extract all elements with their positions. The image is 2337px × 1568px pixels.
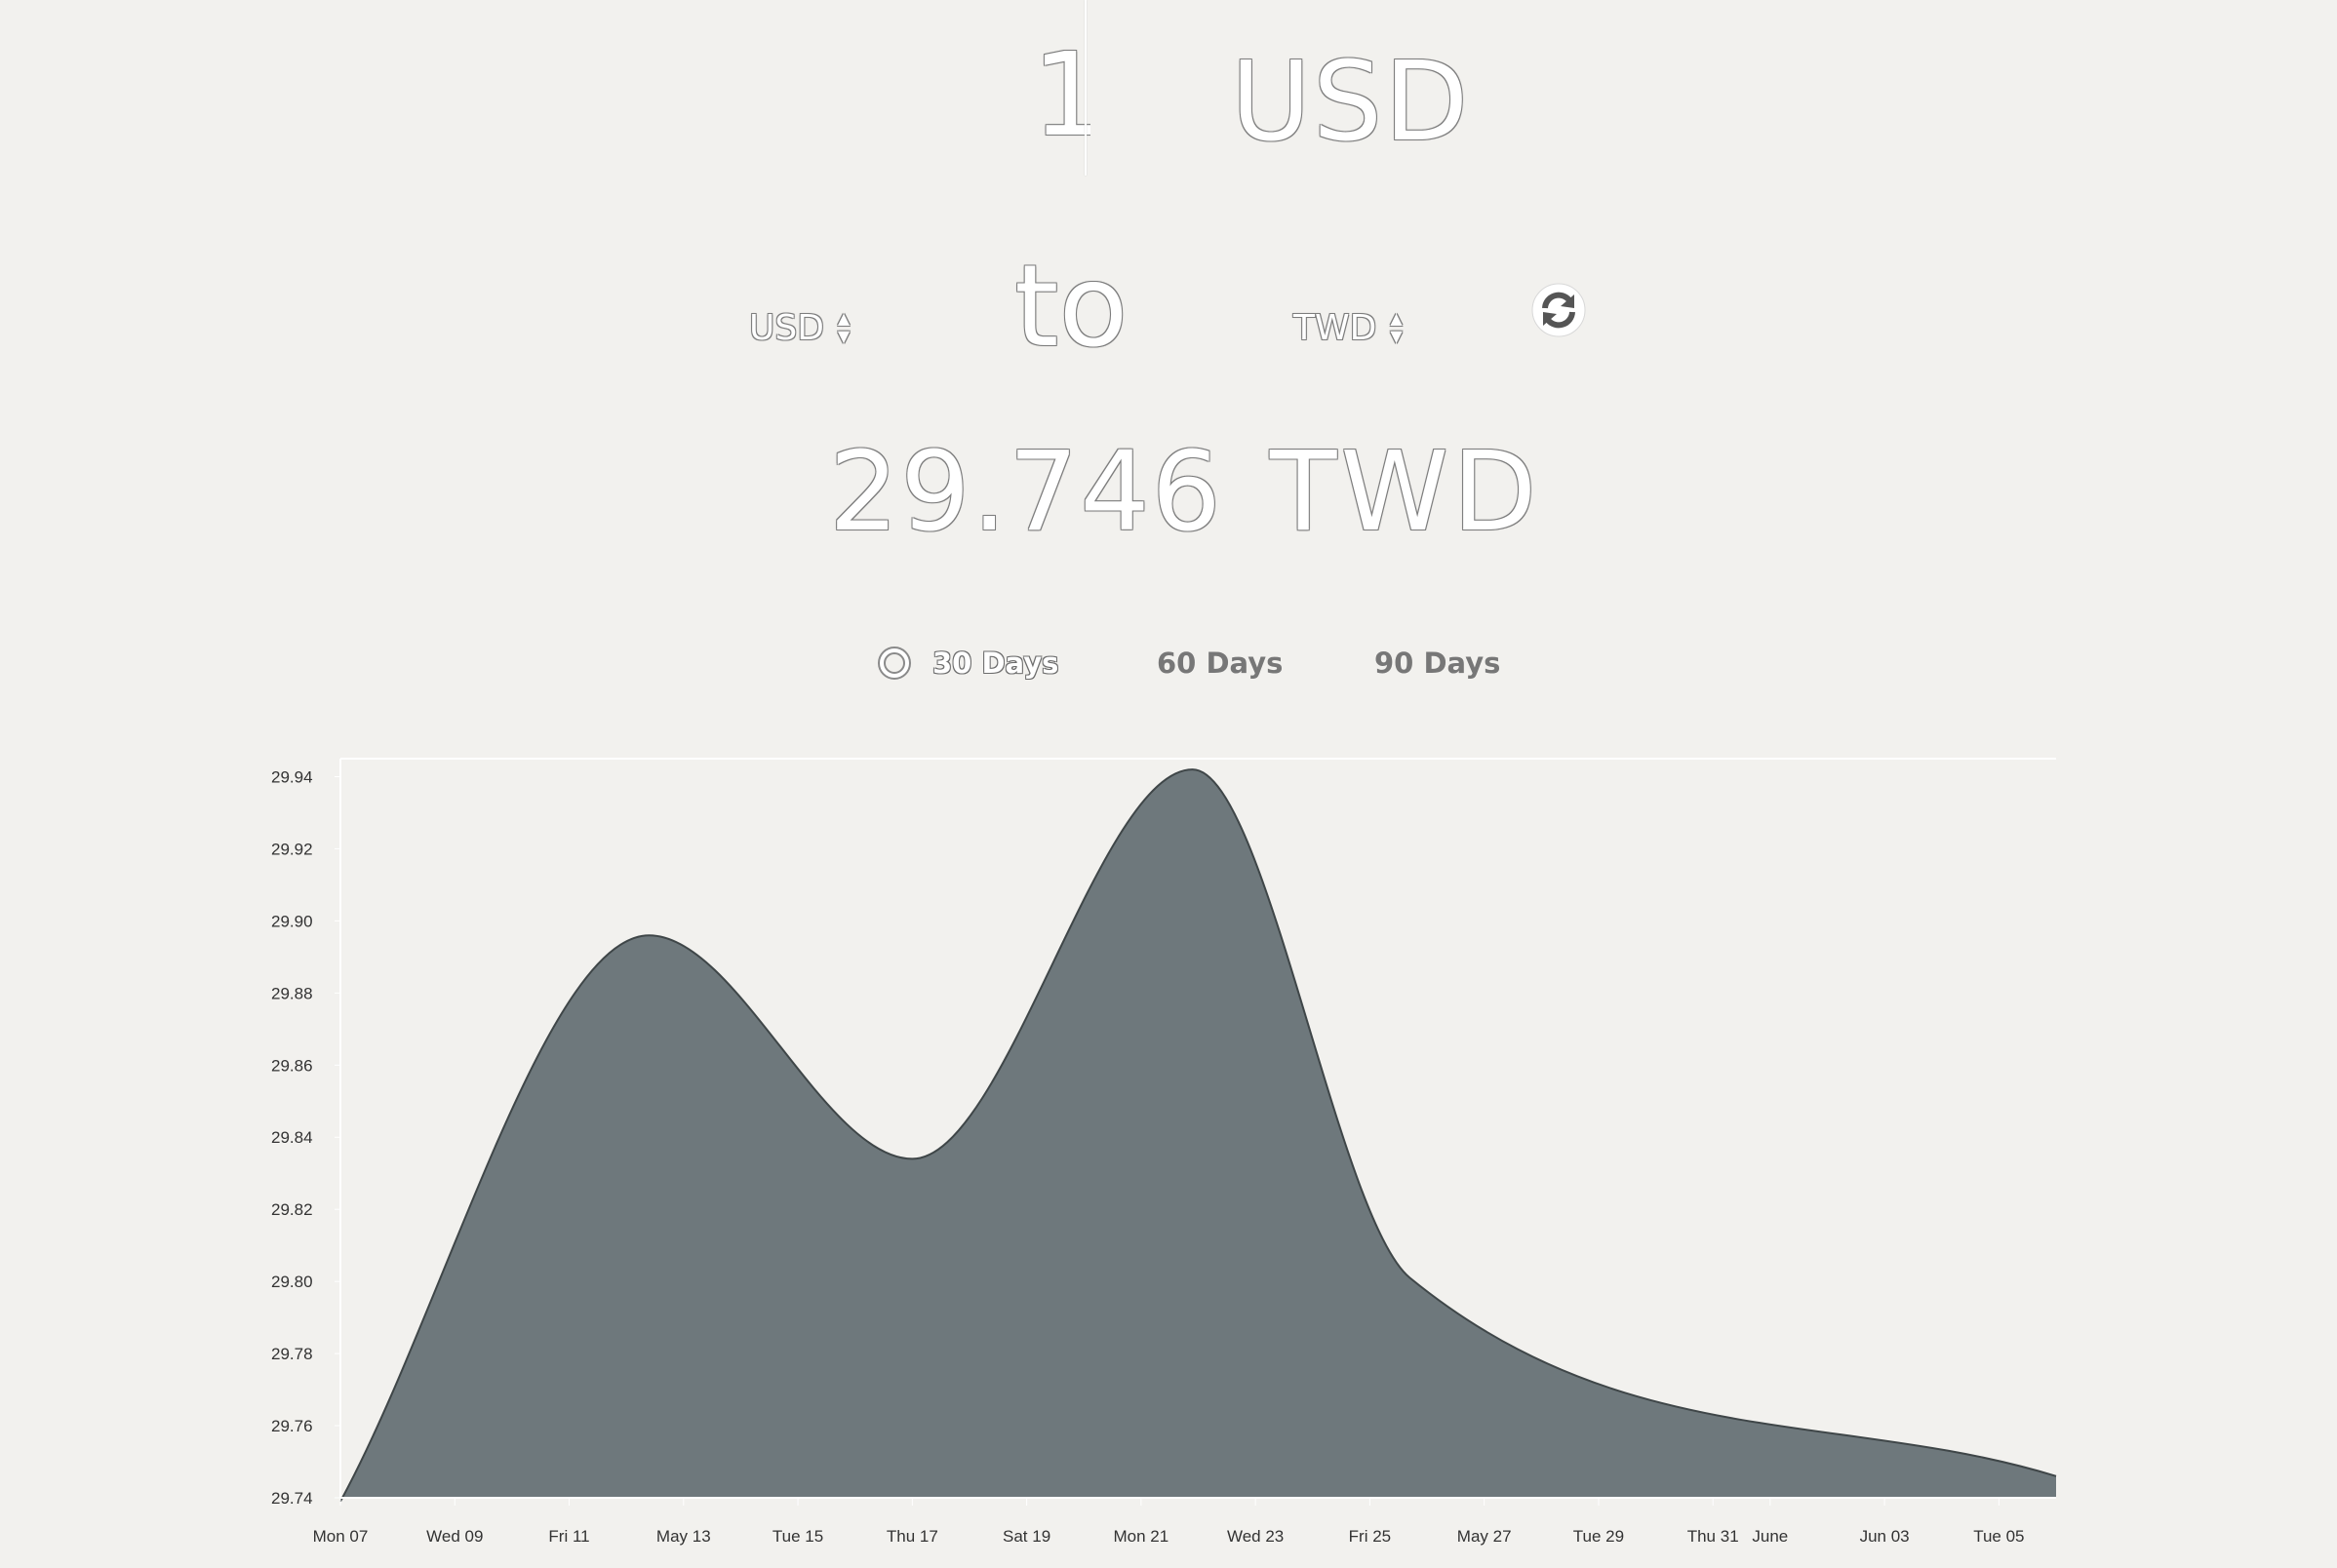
to-currency-value: TWD — [1293, 307, 1377, 348]
range-60-days[interactable]: 60 Days — [1157, 634, 1283, 692]
to-label: to — [1014, 241, 1129, 372]
x-tick-label: Fri 11 — [548, 1527, 589, 1546]
to-currency-select[interactable]: TWD ▲ ▼ — [1293, 298, 1403, 357]
range-selector: 30 Days 60 Days 90 Days — [0, 634, 2337, 692]
range-label: 60 Days — [1157, 647, 1284, 680]
x-tick-label: Tue 05 — [1973, 1527, 2024, 1546]
y-tick-label: 29.76 — [271, 1417, 313, 1435]
x-tick-label: Mon 21 — [1114, 1527, 1169, 1546]
y-tick-label: 29.94 — [271, 767, 313, 786]
range-90-days[interactable]: 90 Days — [1374, 634, 1500, 692]
y-tick-label: 29.90 — [271, 912, 313, 930]
range-label: 90 Days — [1374, 647, 1501, 680]
swap-currencies-button[interactable] — [1527, 279, 1590, 341]
x-tick-label: Thu 31 — [1687, 1527, 1739, 1546]
x-tick-label: Jun 03 — [1860, 1527, 1910, 1546]
y-tick-label: 29.88 — [271, 984, 313, 1002]
y-tick-label: 29.84 — [271, 1128, 313, 1147]
x-tick-label: Fri 25 — [1349, 1527, 1391, 1546]
up-down-arrows-icon: ▲ ▼ — [837, 309, 851, 345]
y-tick-label: 29.92 — [271, 840, 313, 858]
x-tick-label: Mon 07 — [313, 1527, 369, 1546]
result-value: 29.746 — [829, 429, 1223, 556]
x-tick-label: June — [1752, 1527, 1788, 1546]
x-tick-label: May 27 — [1457, 1527, 1512, 1546]
range-30-days[interactable]: 30 Days — [878, 634, 1058, 692]
y-tick-label: 29.74 — [271, 1489, 313, 1508]
x-tick-label: Sat 19 — [1003, 1527, 1050, 1546]
radio-selected-icon[interactable] — [878, 647, 911, 680]
y-tick-label: 29.80 — [271, 1273, 313, 1291]
x-tick-label: Tue 29 — [1573, 1527, 1624, 1546]
y-tick-label: 29.78 — [271, 1345, 313, 1363]
text-caret — [1085, 0, 1087, 176]
x-tick-label: May 13 — [656, 1527, 711, 1546]
amount-currency-label: USD — [1231, 39, 1471, 166]
up-down-arrows-icon: ▲ ▼ — [1390, 309, 1403, 345]
range-label: 30 Days — [932, 647, 1059, 680]
x-tick-label: Wed 23 — [1227, 1527, 1284, 1546]
from-currency-select[interactable]: USD ▲ ▼ — [749, 298, 850, 357]
amount-input[interactable] — [1032, 21, 1090, 168]
result-currency-label: TWD — [1270, 429, 1541, 556]
rate-line — [339, 768, 2057, 1503]
y-tick-label: 29.82 — [271, 1200, 313, 1219]
rate-area-fill — [340, 769, 2056, 1502]
y-tick-label: 29.86 — [271, 1056, 313, 1075]
x-tick-label: Thu 17 — [887, 1527, 938, 1546]
x-tick-label: Wed 09 — [426, 1527, 483, 1546]
from-currency-value: USD — [749, 307, 824, 348]
refresh-icon — [1531, 283, 1586, 337]
x-tick-label: Tue 15 — [772, 1527, 823, 1546]
